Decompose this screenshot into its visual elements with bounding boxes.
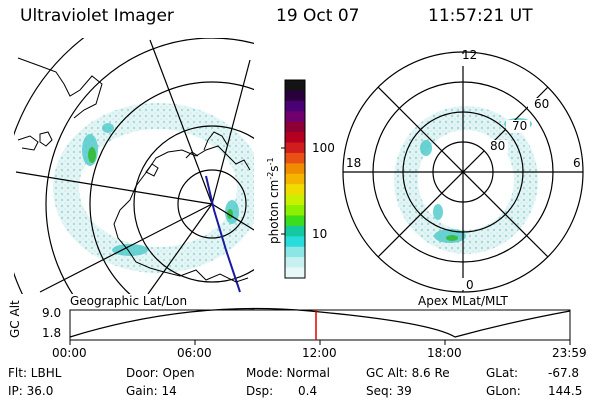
- timeline-xtick-3: 18:00: [427, 346, 462, 360]
- colorbar-segment: [285, 132, 305, 144]
- colorbar-segment: [285, 225, 305, 237]
- colorbar-segment: [285, 236, 305, 248]
- colorbar-segment: [285, 267, 305, 279]
- mlt-label-18: 18: [346, 156, 362, 170]
- glat-value: -67.8: [548, 366, 580, 380]
- timeline-ytick-top: 9.0: [42, 306, 62, 320]
- gain-info: Gain: 14: [126, 384, 177, 398]
- mlt-label-12: 12: [462, 48, 478, 62]
- ip-info: IP: 36.0: [8, 384, 54, 398]
- timeline-plot: [69, 307, 571, 345]
- colorbar-segment: [285, 111, 305, 123]
- mlat-label-80: 80: [490, 139, 506, 153]
- mode-info: Mode: Normal: [246, 366, 330, 380]
- colorbar-segment: [285, 100, 305, 112]
- colorbar-tick-100: 100: [312, 141, 335, 155]
- mlat-label-60: 60: [534, 97, 550, 111]
- door-info: Door: Open: [126, 366, 195, 380]
- dsp-value: 0.4: [298, 384, 318, 398]
- timeline-xtick-4: 23:59: [552, 346, 587, 360]
- colorbar-title: photon cm-2s-1: [266, 157, 281, 244]
- timeline-ytick-bottom: 1.8: [42, 326, 62, 340]
- aurora-oval-mag: [394, 106, 538, 254]
- timeline-ylabel: GC Alt: [8, 300, 22, 338]
- instrument-title: Ultraviolet Imager: [20, 6, 174, 26]
- colorbar-segment: [285, 142, 305, 154]
- mlt-label-6: 6: [573, 156, 581, 170]
- colorbar-frame: [284, 79, 306, 279]
- altitude-curve: [69, 307, 571, 338]
- apex-caption: Apex MLat/MLT: [418, 294, 508, 308]
- colorbar-segment: [285, 257, 305, 269]
- mlat-label-70: 70: [512, 119, 528, 133]
- left-map-content: [14, 38, 254, 294]
- timeline-xtick-0: 00:00: [52, 346, 87, 360]
- colorbar-segment: [285, 80, 305, 92]
- timeline-xtick-2: 12:00: [302, 346, 337, 360]
- geographic-caption: Geographic Lat/Lon: [70, 294, 188, 308]
- colorbar-segment: [285, 152, 305, 164]
- colorbar-segment: [285, 90, 305, 102]
- glon-label: GLon:: [486, 384, 521, 398]
- filter-info: Flt: LBHL: [8, 366, 62, 380]
- glat-label: GLat:: [486, 366, 519, 380]
- colorbar-segment: [285, 194, 305, 206]
- colorbar-segment: [285, 215, 305, 227]
- time-label: 11:57:21 UT: [428, 6, 533, 26]
- glon-value: 144.5: [548, 384, 583, 398]
- colorbar-segment: [285, 121, 305, 133]
- timeline-xtick-1: 06:00: [177, 346, 212, 360]
- seq-info: Seq: 39: [366, 384, 412, 398]
- colorbar-segment: [285, 205, 305, 217]
- dsp-label: Dsp:: [246, 384, 274, 398]
- mlt-label-0: 0: [466, 278, 474, 292]
- colorbar-segment: [285, 184, 305, 196]
- date-label: 19 Oct 07: [276, 6, 360, 26]
- colorbar-segment: [285, 163, 305, 175]
- colorbar-segment: [285, 173, 305, 185]
- colorbar: [285, 80, 305, 279]
- colorbar-tick-10: 10: [312, 227, 328, 241]
- gc-alt-info: GC Alt: 8.6 Re: [366, 366, 450, 380]
- mlat-mlt-plot: [342, 51, 584, 293]
- colorbar-segment: [285, 246, 305, 258]
